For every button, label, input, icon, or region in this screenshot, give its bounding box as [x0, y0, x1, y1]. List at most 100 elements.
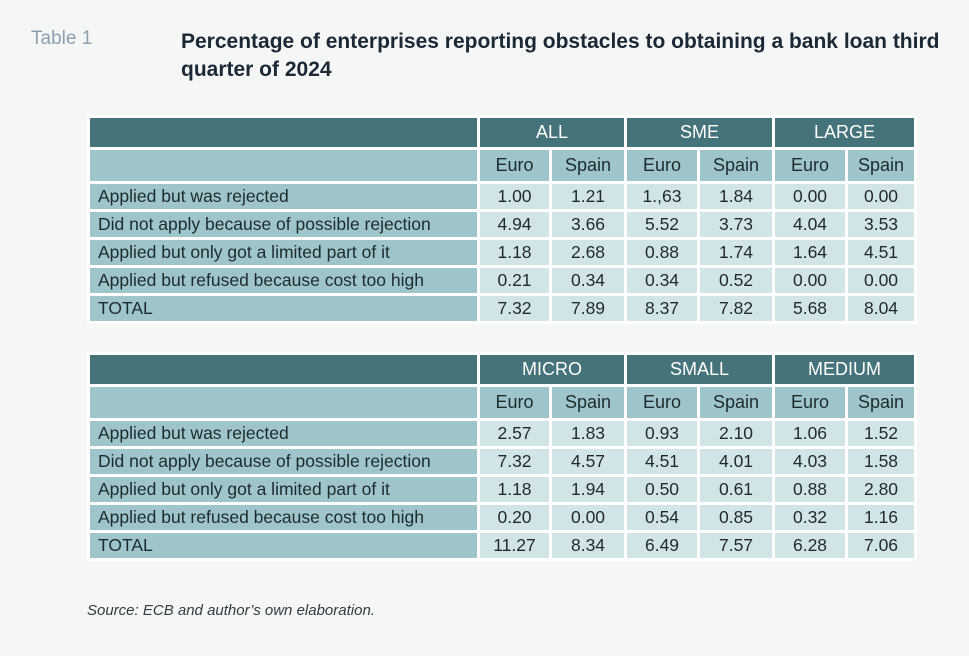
value-cell: 0.00 [848, 184, 914, 209]
header-blank-cell [90, 118, 477, 147]
value-cell: 0.20 [480, 505, 549, 530]
value-cell: 3.66 [552, 212, 624, 237]
subheader-cell: Euro [775, 150, 845, 181]
row-label: Applied but refused because cost too hig… [90, 505, 477, 530]
value-cell: 6.49 [627, 533, 697, 558]
table-row: Did not apply because of possible reject… [90, 449, 914, 474]
value-cell: 1.94 [552, 477, 624, 502]
value-cell: 5.68 [775, 296, 845, 321]
subheader-blank-cell [90, 387, 477, 418]
subheader-cell: Spain [700, 387, 772, 418]
value-cell: 4.51 [627, 449, 697, 474]
row-label: Applied but was rejected [90, 421, 477, 446]
value-cell: 4.01 [700, 449, 772, 474]
value-cell: 1.74 [700, 240, 772, 265]
value-cell: 2.68 [552, 240, 624, 265]
value-cell: 1.,63 [627, 184, 697, 209]
value-cell: 7.06 [848, 533, 914, 558]
row-label: Did not apply because of possible reject… [90, 212, 477, 237]
subheader-cell: Spain [552, 150, 624, 181]
value-cell: 1.84 [700, 184, 772, 209]
table-row: Did not apply because of possible reject… [90, 212, 914, 237]
value-cell: 0.34 [627, 268, 697, 293]
table-title: Percentage of enterprises reporting obst… [181, 30, 940, 81]
row-label: TOTAL [90, 296, 477, 321]
row-label: TOTAL [90, 533, 477, 558]
value-cell: 4.94 [480, 212, 549, 237]
value-cell: 1.18 [480, 477, 549, 502]
table-number-label: Table 1 [31, 28, 93, 49]
value-cell: 7.57 [700, 533, 772, 558]
subheader-cell: Euro [480, 150, 549, 181]
table-row: Applied but was rejected 1.00 1.21 1.,63 1.8… [90, 184, 914, 209]
value-cell: 0.61 [700, 477, 772, 502]
value-cell: 8.04 [848, 296, 914, 321]
subheader-cell: Spain [848, 387, 914, 418]
value-cell: 0.00 [552, 505, 624, 530]
table-row: Applied but only got a limited part of i… [90, 477, 914, 502]
obstacles-table-by-size-2: MICRO SMALL MEDIUM Euro Spain Euro Spain… [87, 352, 917, 561]
group-header: SMALL [627, 355, 772, 384]
value-cell: 1.18 [480, 240, 549, 265]
table-row: Applied but only got a limited part of i… [90, 240, 914, 265]
group-header-row: ALL SME LARGE [90, 118, 914, 147]
group-header: ALL [480, 118, 624, 147]
value-cell: 2.80 [848, 477, 914, 502]
value-cell: 0.00 [775, 268, 845, 293]
value-cell: 1.52 [848, 421, 914, 446]
table-row: Applied but was rejected 2.57 1.83 0.93 2.10… [90, 421, 914, 446]
value-cell: 1.58 [848, 449, 914, 474]
value-cell: 7.32 [480, 449, 549, 474]
subheader-cell: Euro [627, 150, 697, 181]
table-row: TOTAL 11.27 8.34 6.49 7.57 6.28 7.06 [90, 533, 914, 558]
subheader-cell: Euro [775, 387, 845, 418]
value-cell: 0.00 [848, 268, 914, 293]
table-row: TOTAL 7.32 7.89 8.37 7.82 5.68 8.04 [90, 296, 914, 321]
value-cell: 1.64 [775, 240, 845, 265]
row-label: Applied but refused because cost too hig… [90, 268, 477, 293]
subheader-cell: Euro [480, 387, 549, 418]
value-cell: 2.10 [700, 421, 772, 446]
value-cell: 4.03 [775, 449, 845, 474]
row-label: Applied but was rejected [90, 184, 477, 209]
value-cell: 4.04 [775, 212, 845, 237]
row-label: Applied but only got a limited part of i… [90, 240, 477, 265]
value-cell: 0.88 [627, 240, 697, 265]
value-cell: 11.27 [480, 533, 549, 558]
source-note: Source: ECB and author’s own elaboration… [87, 602, 375, 619]
subheader-row: Euro Spain Euro Spain Euro Spain [90, 150, 914, 181]
value-cell: 7.32 [480, 296, 549, 321]
value-cell: 1.21 [552, 184, 624, 209]
subheader-cell: Spain [700, 150, 772, 181]
row-label: Did not apply because of possible reject… [90, 449, 477, 474]
value-cell: 0.85 [700, 505, 772, 530]
value-cell: 8.34 [552, 533, 624, 558]
value-cell: 8.37 [627, 296, 697, 321]
group-header: MEDIUM [775, 355, 914, 384]
subheader-cell: Euro [627, 387, 697, 418]
group-header: LARGE [775, 118, 914, 147]
subheader-cell: Spain [848, 150, 914, 181]
group-header: MICRO [480, 355, 624, 384]
value-cell: 4.51 [848, 240, 914, 265]
value-cell: 0.21 [480, 268, 549, 293]
group-header-row: MICRO SMALL MEDIUM [90, 355, 914, 384]
value-cell: 0.88 [775, 477, 845, 502]
subheader-blank-cell [90, 150, 477, 181]
value-cell: 7.82 [700, 296, 772, 321]
value-cell: 0.54 [627, 505, 697, 530]
value-cell: 0.00 [775, 184, 845, 209]
value-cell: 0.50 [627, 477, 697, 502]
header-blank-cell [90, 355, 477, 384]
value-cell: 2.57 [480, 421, 549, 446]
value-cell: 5.52 [627, 212, 697, 237]
value-cell: 6.28 [775, 533, 845, 558]
value-cell: 7.89 [552, 296, 624, 321]
value-cell: 4.57 [552, 449, 624, 474]
value-cell: 0.32 [775, 505, 845, 530]
value-cell: 1.83 [552, 421, 624, 446]
value-cell: 0.34 [552, 268, 624, 293]
value-cell: 0.52 [700, 268, 772, 293]
row-label: Applied but only got a limited part of i… [90, 477, 477, 502]
value-cell: 1.00 [480, 184, 549, 209]
